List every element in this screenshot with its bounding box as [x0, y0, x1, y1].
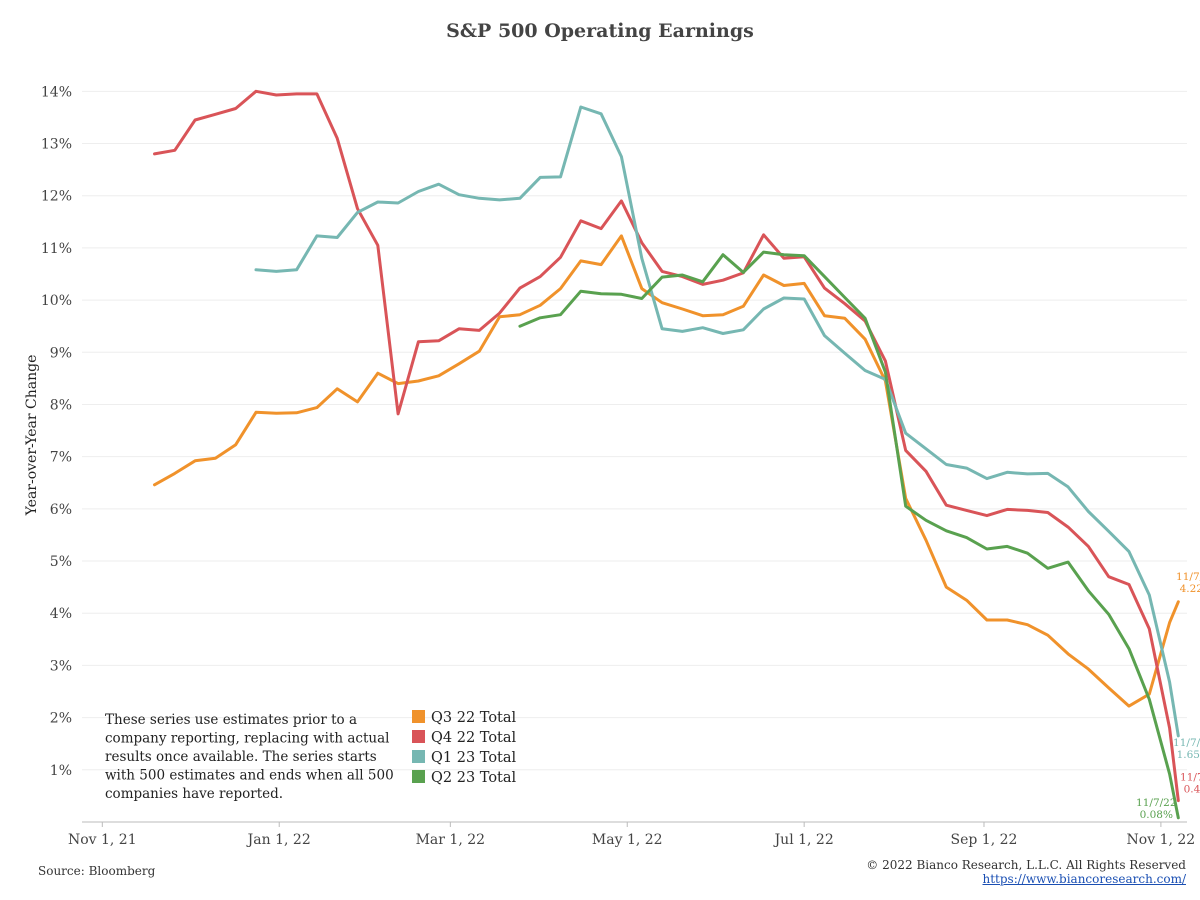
y-tick-label: 4% — [50, 606, 72, 622]
y-axis-label: Year-over-Year Change — [24, 355, 40, 517]
copyright-text: © 2022 Bianco Research, L.L.C. All Right… — [866, 858, 1186, 872]
end-value-label: 0.08% — [1140, 809, 1173, 821]
y-tick-label: 14% — [41, 84, 72, 100]
y-tick-label: 13% — [41, 137, 72, 153]
chart-title: S&P 500 Operating Earnings — [446, 20, 754, 42]
x-tick-label: May 1, 22 — [592, 832, 663, 848]
legend: Q3 22 Total Q4 22 Total Q1 23 Total Q2 23 T… — [412, 710, 517, 786]
note-line: results once available. The series start… — [105, 749, 377, 765]
end-date-label: 11/7/22 — [1180, 772, 1200, 784]
legend-label: Q3 22 Total — [431, 710, 517, 726]
y-tick-label: 12% — [41, 189, 72, 205]
legend-swatch — [412, 770, 425, 783]
note-line: with 500 estimates and ends when all 500 — [105, 768, 394, 784]
y-tick-label: 10% — [41, 293, 72, 309]
copyright-block: © 2022 Bianco Research, L.L.C. All Right… — [866, 858, 1186, 886]
methodology-note: These series use estimates prior to a com… — [105, 712, 394, 802]
note-line: These series use estimates prior to a — [105, 712, 357, 728]
note-line: companies have reported. — [105, 786, 283, 802]
end-date-label: 11/7/22 — [1173, 737, 1200, 749]
end-date-label: 11/7/22 — [1176, 571, 1200, 583]
end-value-label: 4.22% — [1180, 583, 1200, 595]
x-tick-label: Nov 1, 21 — [68, 832, 137, 848]
series-line-q1-23-total — [254, 105, 1180, 738]
y-tick-label: 3% — [50, 658, 72, 674]
series-line-q2-23-total — [518, 250, 1180, 820]
legend-swatch — [412, 710, 425, 723]
y-tick-label: 6% — [50, 502, 72, 518]
end-date-label: 11/7/22 — [1136, 797, 1176, 809]
website-link[interactable]: https://www.biancoresearch.com/ — [982, 872, 1186, 886]
y-tick-label: 5% — [50, 554, 72, 570]
y-tick-label: 8% — [50, 397, 72, 413]
source-note: Source: Bloomberg — [38, 864, 156, 878]
series-line-q3-22-total — [153, 234, 1180, 708]
series-lines — [153, 89, 1180, 820]
x-tick-label: Jul 1, 22 — [773, 832, 834, 848]
y-tick-label: 2% — [50, 711, 72, 727]
x-tick-label: Sep 1, 22 — [951, 832, 1018, 848]
end-value-label: 1.65% — [1177, 749, 1200, 761]
y-tick-label: 7% — [50, 450, 72, 466]
legend-label: Q2 23 Total — [431, 770, 517, 786]
x-tick-label: Nov 1, 22 — [1127, 832, 1196, 848]
y-tick-label: 1% — [50, 763, 72, 779]
note-line: company reporting, replacing with actual — [105, 731, 389, 747]
x-axis-ticks: Nov 1, 21 Jan 1, 22 Mar 1, 22 May 1, 22 Jul … — [68, 822, 1195, 848]
legend-swatch — [412, 750, 425, 763]
legend-label: Q1 23 Total — [431, 750, 517, 766]
series-line-q4-22-total — [153, 89, 1180, 803]
legend-label: Q4 22 Total — [431, 730, 517, 746]
end-labels: 11/7/224.22%11/7/220.41%11/7/221.65%11/7… — [1136, 571, 1200, 821]
legend-swatch — [412, 730, 425, 743]
x-tick-label: Mar 1, 22 — [416, 832, 485, 848]
x-tick-label: Jan 1, 22 — [246, 832, 311, 848]
y-axis-ticks: 1% 2% 3% 4% 5% 6% 7% 8% 9% 10% 11% 12% 13% 14% — [41, 84, 72, 778]
gridlines — [82, 90, 1187, 771]
y-tick-label: 9% — [50, 345, 72, 361]
end-value-label: 0.41% — [1184, 784, 1200, 796]
y-tick-label: 11% — [41, 241, 72, 257]
